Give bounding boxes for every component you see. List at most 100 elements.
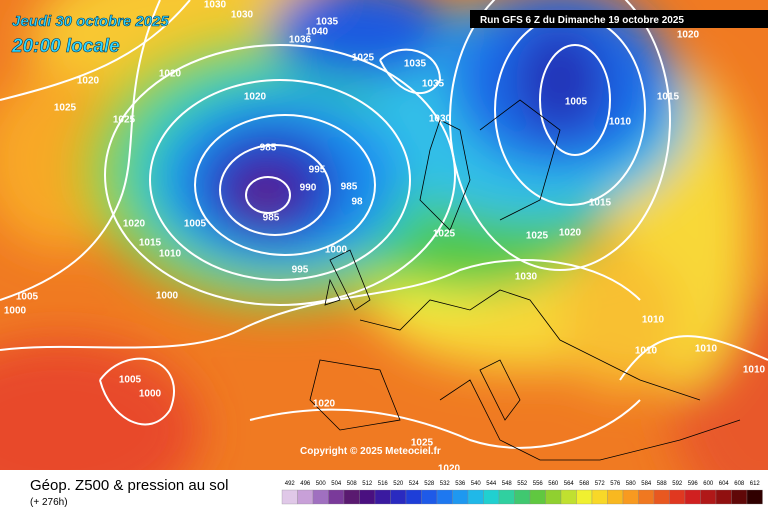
scale-label: 500 xyxy=(316,481,327,487)
isobar-label: 1020 xyxy=(77,76,100,87)
isobar-label: 1025 xyxy=(352,53,375,64)
isobar-label: 1010 xyxy=(159,249,182,260)
isobar-label: 1000 xyxy=(4,306,27,317)
isobar-label: 1005 xyxy=(16,292,39,303)
scale-label: 612 xyxy=(750,481,761,487)
scale-swatch xyxy=(514,489,531,505)
scale-swatch xyxy=(467,489,484,505)
scale-label: 540 xyxy=(471,481,482,487)
scale-swatch xyxy=(653,489,670,505)
scale-label: 564 xyxy=(564,481,575,487)
scale-swatch xyxy=(622,489,639,505)
scale-label: 604 xyxy=(719,481,730,487)
scale-swatch xyxy=(576,489,593,505)
run-label: Run GFS 6 Z du Dimanche 19 octobre 2025 xyxy=(480,15,684,26)
scale-swatch xyxy=(328,489,345,505)
scale-label: 576 xyxy=(610,481,621,487)
run-box xyxy=(470,10,768,28)
scale-label: 504 xyxy=(331,481,342,487)
date-label: Jeudi 30 octobre 2025 xyxy=(12,13,169,30)
scale-label: 572 xyxy=(595,481,606,487)
isobar-label: 1020 xyxy=(313,399,336,410)
scale-swatch xyxy=(343,489,360,505)
isobar-label: 1030 xyxy=(429,114,452,125)
isobar-label: 1025 xyxy=(113,115,136,126)
scale-label: 528 xyxy=(424,481,435,487)
scale-label: 496 xyxy=(300,481,311,487)
isobar-label: 1030 xyxy=(204,0,227,11)
isobar-label: 985 xyxy=(260,143,277,154)
isobar-label: 1010 xyxy=(743,365,766,376)
isobar-label: 1020 xyxy=(159,69,182,80)
scale-label: 568 xyxy=(579,481,590,487)
isobar-labels: 1030103010351040103610251035103510201020… xyxy=(4,0,766,475)
scale-label: 544 xyxy=(486,481,497,487)
scale-swatch xyxy=(483,489,500,505)
scale-swatch xyxy=(498,489,515,505)
isobar-label: 1020 xyxy=(559,228,582,239)
isobar-label: 1000 xyxy=(325,245,348,256)
color-scale: 492 496 500 504 508 512 516 520 524 528 532 536 540 5… xyxy=(281,481,763,505)
scale-swatch xyxy=(436,489,453,505)
scale-label: 556 xyxy=(533,481,544,487)
scale-swatch xyxy=(390,489,407,505)
scale-swatch xyxy=(591,489,608,505)
isobar-label: 1010 xyxy=(609,117,632,128)
scale-label: 592 xyxy=(672,481,683,487)
isobar-label: 98 xyxy=(351,197,363,208)
isobar-label: 1005 xyxy=(184,219,207,230)
isobar-label: 1020 xyxy=(123,219,146,230)
scale-swatch xyxy=(421,489,438,505)
scale-swatch xyxy=(669,489,686,505)
isobar-label: 1010 xyxy=(695,344,718,355)
scale-swatch xyxy=(684,489,701,505)
isobar-label: 995 xyxy=(309,165,326,176)
scale-label: 512 xyxy=(362,481,373,487)
scale-label: 552 xyxy=(517,481,528,487)
isobar-label: 1035 xyxy=(316,17,339,28)
scale-swatch xyxy=(560,489,577,505)
scale-swatch xyxy=(374,489,391,505)
scale-label: 584 xyxy=(641,481,652,487)
isobar-label: 1025 xyxy=(526,231,549,242)
scale-label: 596 xyxy=(688,481,699,487)
scale-label: 608 xyxy=(734,481,745,487)
isobar-label: 1010 xyxy=(635,346,658,357)
copyright: Copyright © 2025 Meteociel.fr xyxy=(300,446,441,457)
scale-swatch xyxy=(529,489,546,505)
isobar-label: 1005 xyxy=(565,97,588,108)
isobar-label: 1005 xyxy=(119,375,142,386)
scale-swatch xyxy=(607,489,624,505)
scale-swatch xyxy=(746,489,763,505)
scale-swatch xyxy=(281,489,298,505)
isobar-label: 1020 xyxy=(438,464,461,475)
isobar-label: 1036 xyxy=(289,35,312,46)
scale-label: 548 xyxy=(502,481,513,487)
scale-swatch xyxy=(297,489,314,505)
scale-label: 600 xyxy=(703,481,714,487)
scale-swatch xyxy=(312,489,329,505)
isobar-label: 1000 xyxy=(139,389,162,400)
isobar-label: 1030 xyxy=(231,10,254,21)
scale-label: 532 xyxy=(440,481,451,487)
isobar-label: 1015 xyxy=(657,92,680,103)
isobar-label: 1020 xyxy=(244,92,267,103)
scale-label: 588 xyxy=(657,481,668,487)
isobar-label: 1000 xyxy=(156,291,179,302)
isobar-label: 1025 xyxy=(54,103,77,114)
isobar-label: 995 xyxy=(292,265,309,276)
isobars xyxy=(0,0,768,449)
isobar-label: 1035 xyxy=(404,59,427,70)
coastlines xyxy=(309,99,741,461)
isobar-label: 985 xyxy=(341,182,358,193)
footer-lead: (+ 276h) xyxy=(30,497,68,508)
scale-label: 560 xyxy=(548,481,559,487)
isobar-label: 1030 xyxy=(515,272,538,283)
scale-label: 508 xyxy=(347,481,358,487)
scale-label: 536 xyxy=(455,481,466,487)
scale-swatch xyxy=(715,489,732,505)
isobar-label: 1040 xyxy=(306,27,329,38)
